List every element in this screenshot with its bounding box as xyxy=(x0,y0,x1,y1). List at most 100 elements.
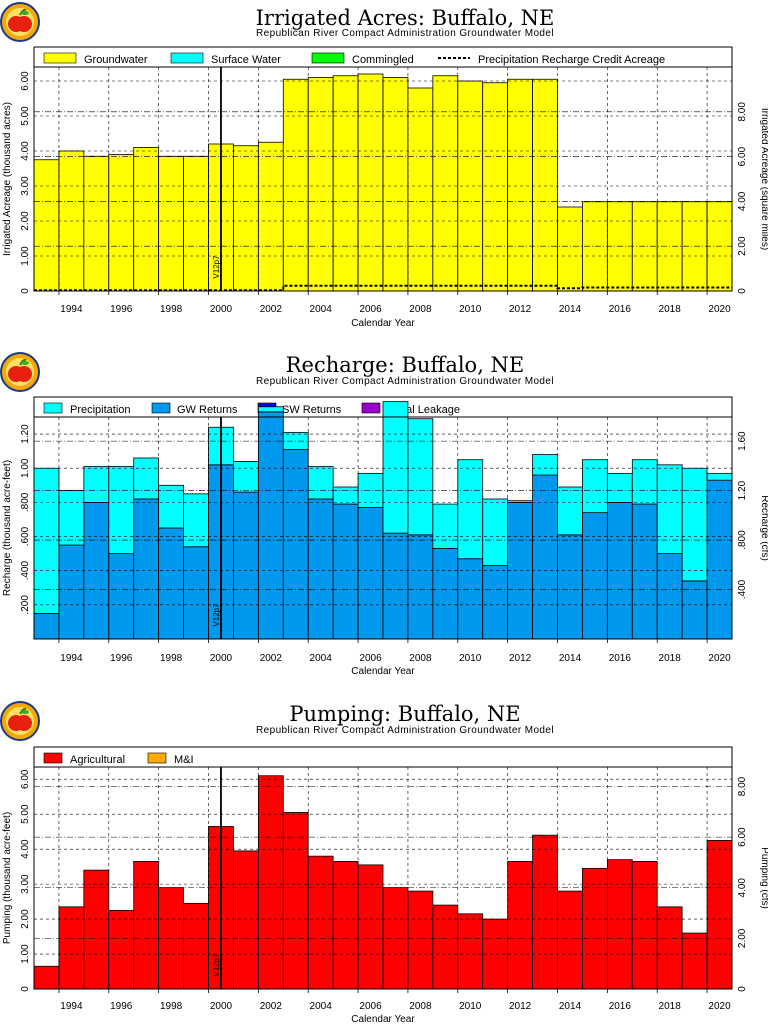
legend-swatch-surface-water xyxy=(170,52,204,64)
legend-label-gw-returns: GW Returns xyxy=(177,404,238,416)
model-version-marker-label: V12p7 xyxy=(212,255,221,279)
legend-swatch-canal-leakage xyxy=(361,402,381,414)
x-tick-label: 2010 xyxy=(459,653,482,664)
x-tick-label: 2000 xyxy=(210,304,233,315)
bar-agricultural-1996 xyxy=(108,909,135,990)
bar-agricultural-2017 xyxy=(631,860,658,990)
x-tick-label: 2018 xyxy=(659,304,682,315)
plot-frame xyxy=(33,416,733,640)
x-axis-label: Calendar Year xyxy=(351,1014,415,1024)
y-right-tick-label: 0 xyxy=(737,986,748,992)
irrigated-acres-panel: Irrigated Acres: Buffalo, NE Republican … xyxy=(0,2,768,329)
x-tick-label: 1998 xyxy=(160,304,183,315)
y-right-tick-label: 4.00 xyxy=(737,191,748,211)
x-tick-label: 2006 xyxy=(359,653,382,664)
chart-title: Recharge: Buffalo, NE xyxy=(286,353,525,377)
y-tick-label: 2.00 xyxy=(20,909,31,929)
x-tick-label: 1996 xyxy=(110,653,133,664)
bar-precipitation-2011 xyxy=(482,498,509,566)
bar-agricultural-2010 xyxy=(457,913,484,990)
bar-precipitation-2020 xyxy=(706,472,733,481)
bar-gw-returns-2013 xyxy=(532,474,558,640)
y-tick-label: 6.00 xyxy=(20,71,31,91)
x-tick-label: 1994 xyxy=(60,653,83,664)
x-tick-label: 2020 xyxy=(708,1001,731,1012)
y-tick-label: .400 xyxy=(20,561,31,581)
bar-agricultural-2013 xyxy=(532,834,558,990)
bar-gw-returns-1998 xyxy=(158,527,184,640)
y-tick-label: 4.00 xyxy=(20,141,31,161)
bar-precipitation-2001 xyxy=(233,460,259,493)
bar-groundwater-2011 xyxy=(482,82,509,292)
legend-label-groundwater: Groundwater xyxy=(84,54,148,66)
bar-agricultural-2014 xyxy=(557,890,583,990)
bar-gw-returns-2003 xyxy=(282,449,309,640)
x-tick-label: 2000 xyxy=(210,653,233,664)
bar-groundwater-2003 xyxy=(282,78,309,292)
pumping-panel: Pumping: Buffalo, NE Republican River Co… xyxy=(0,701,768,1024)
x-tick-label: 2002 xyxy=(260,1001,283,1012)
bar-agricultural-2003 xyxy=(282,812,309,990)
bar-gw-returns-1994 xyxy=(58,544,85,640)
bar-gw-returns-2005 xyxy=(332,503,359,640)
x-tick-label: 2002 xyxy=(260,653,283,664)
bar-agricultural-2006 xyxy=(357,864,384,990)
bar-precipitation-2014 xyxy=(557,486,583,536)
y-tick-label: 4.00 xyxy=(20,839,31,859)
y-right-tick-label: .400 xyxy=(737,579,748,599)
bar-groundwater-1998 xyxy=(158,155,184,292)
y-axis-right-label: Irrigated Acreage (square miles) xyxy=(759,108,768,250)
bar-agricultural-2008 xyxy=(407,890,434,990)
legend-swatch-precipitation xyxy=(43,402,63,414)
bar-agricultural-1999 xyxy=(183,902,209,990)
legend: Groundwater Surface Water Commingled Pre… xyxy=(33,46,733,68)
x-tick-label: 2014 xyxy=(559,304,582,315)
bar-precipitation-2007 xyxy=(382,401,409,534)
y-tick-label: .800 xyxy=(20,492,31,512)
legend-label-surface-water: Surface Water xyxy=(211,54,281,66)
precip-credit-line xyxy=(34,284,732,292)
bar-agricultural-2012 xyxy=(507,860,533,990)
legend-label-commingled: Commingled xyxy=(352,54,414,66)
bar-gw-returns-2015 xyxy=(582,512,608,640)
bar-gw-returns-2014 xyxy=(557,534,583,640)
legend-swatch-groundwater xyxy=(43,52,77,64)
bar-precipitation-2016 xyxy=(606,472,633,503)
y-right-tick-label: 1.20 xyxy=(737,480,748,500)
legend-label-precip-credit: Precipitation Recharge Credit Acreage xyxy=(478,54,665,66)
y-tick-label: 3.00 xyxy=(20,874,31,894)
x-tick-label: 2018 xyxy=(659,653,682,664)
bar-groundwater-1999 xyxy=(183,155,209,292)
bar-precipitation-2005 xyxy=(332,486,359,505)
bar-groundwater-1993 xyxy=(33,159,60,292)
bar-groundwater-2008 xyxy=(407,87,434,292)
y-tick-label: 1.00 xyxy=(20,944,31,964)
x-tick-label: 2010 xyxy=(459,1001,482,1012)
chart-subtitle: Republican River Compact Administration … xyxy=(256,376,554,387)
y-right-tick-label: 2.00 xyxy=(737,928,748,948)
legend-swatch-gw-returns xyxy=(151,402,171,414)
chart-subtitle: Republican River Compact Administration … xyxy=(256,725,554,736)
bar-gw-returns-2019 xyxy=(681,580,708,640)
bar-groundwater-2013 xyxy=(532,78,558,292)
bar-precipitation-2009 xyxy=(432,503,459,549)
legend-swatch-commingled xyxy=(311,52,345,64)
x-tick-label: 2008 xyxy=(409,1001,432,1012)
apple-logo-icon xyxy=(0,701,40,741)
bar-precipitation-1993 xyxy=(33,467,60,614)
model-version-marker-label: V12p7 xyxy=(212,953,221,977)
y-tick-label: 6.00 xyxy=(20,769,31,789)
bar-precipitation-2017 xyxy=(631,459,658,505)
bar-precipitation-1999 xyxy=(183,493,209,548)
y-tick-label: 1.00 xyxy=(20,458,31,478)
bar-precipitation-2013 xyxy=(532,454,558,476)
x-tick-label: 2004 xyxy=(310,1001,333,1012)
y-tick-label: 1.00 xyxy=(20,246,31,266)
chart-title: Pumping: Buffalo, NE xyxy=(289,702,520,726)
x-tick-label: 2018 xyxy=(659,1001,682,1012)
bar-agricultural-2001 xyxy=(233,850,259,990)
bar-gw-returns-1997 xyxy=(133,498,160,640)
bar-gw-returns-2017 xyxy=(631,503,658,640)
bar-gw-returns-1993 xyxy=(33,612,60,640)
y-right-tick-label: 2.00 xyxy=(737,236,748,256)
